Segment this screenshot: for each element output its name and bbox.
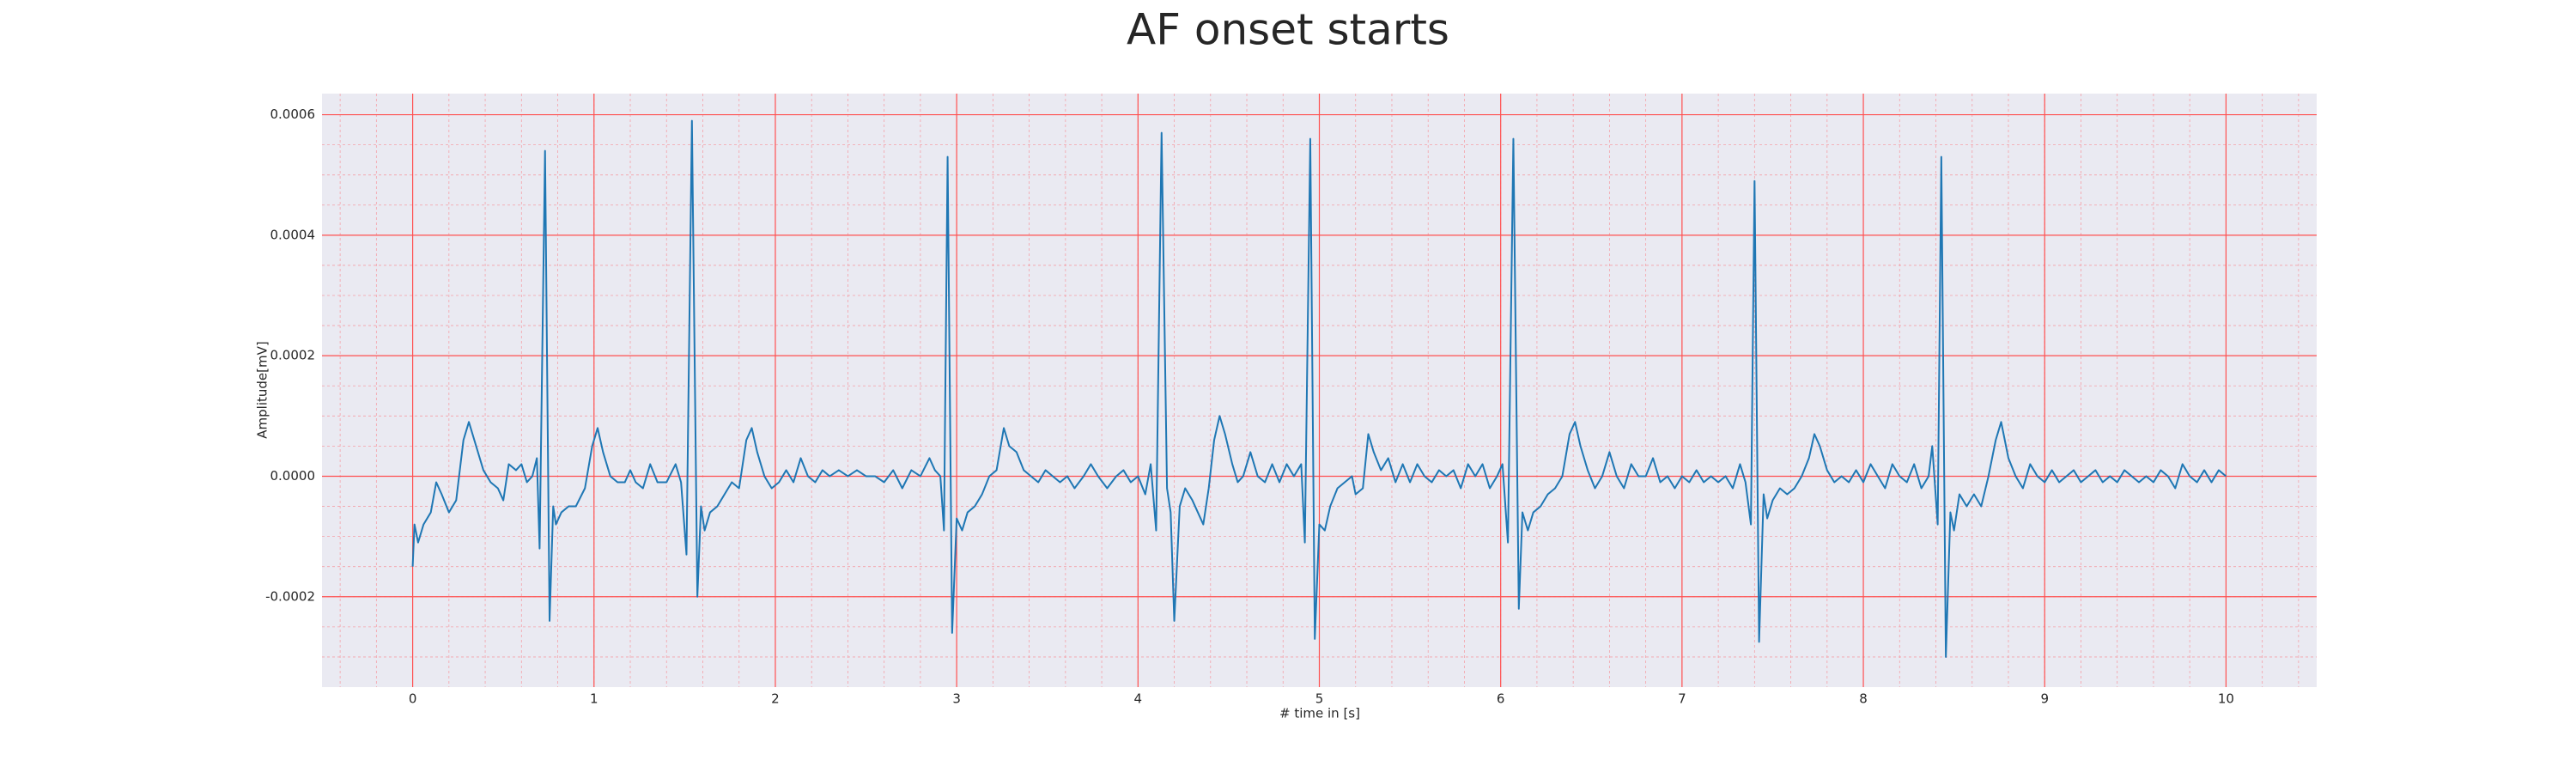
y-tick-label: 0.0002	[270, 348, 316, 363]
y-tick-label: -0.0002	[265, 588, 315, 604]
x-tick-label: 8	[1859, 691, 1868, 707]
x-tick-label: 4	[1134, 691, 1143, 707]
y-axis-label: Amplitude[mV]	[255, 341, 270, 438]
ecg-line	[411, 119, 2227, 658]
x-tick-label: 3	[952, 691, 961, 707]
x-tick-label: 1	[590, 691, 598, 707]
x-axis-label: # time in [s]	[1279, 706, 1360, 721]
y-tick-label: 0.0000	[270, 468, 316, 484]
chart-title: AF onset starts	[1127, 5, 1449, 55]
x-tick-label: 5	[1315, 691, 1324, 707]
y-tick-label: 0.0004	[270, 227, 316, 242]
x-tick-label: 6	[1497, 691, 1505, 707]
x-tick-label: 2	[771, 691, 780, 707]
x-tick-label: 7	[1678, 691, 1686, 707]
x-tick-label: 9	[2040, 691, 2049, 707]
x-tick-label: 0	[409, 691, 417, 707]
y-tick-label: 0.0006	[270, 107, 316, 122]
x-tick-label: 10	[2218, 691, 2234, 707]
